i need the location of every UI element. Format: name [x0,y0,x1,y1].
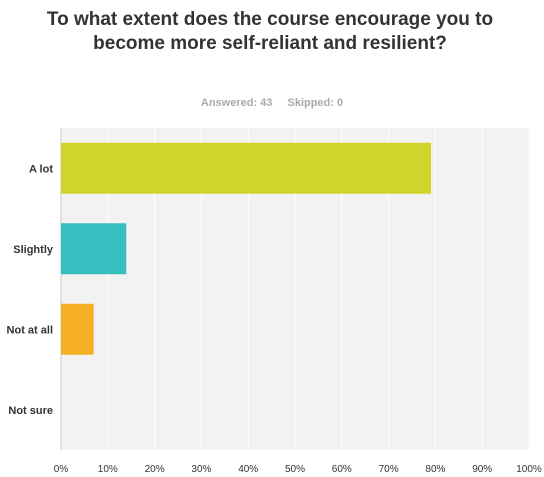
category-label: Slightly [13,244,54,256]
bar-a-lot[interactable] [61,142,432,194]
bar-slightly[interactable] [61,223,127,275]
x-tick-label: 30% [191,464,211,475]
x-tick-labels: 0% 10% 20% 30% 40% 50% 60% 70% 80% 90% 100% [54,464,542,475]
x-tick-label: 50% [285,464,305,475]
skipped-count: Skipped: 0 [287,97,344,109]
response-stats: Answered: 43 Skipped: 0 [0,97,544,109]
bar-not-at-all[interactable] [61,303,94,355]
x-tick-label: 0% [54,464,69,475]
x-tick-label: 70% [379,464,399,475]
x-tick-label: 40% [238,464,258,475]
category-label: Not at all [7,324,53,336]
bars [61,142,432,355]
chart-title: To what extent does the course encourage… [46,9,494,54]
x-tick-label: 10% [98,464,118,475]
x-tick-label: 20% [145,464,165,475]
category-labels: A lot Slightly Not at all Not sure [7,163,54,417]
x-tick-label: 100% [516,464,542,475]
x-tick-label: 60% [332,464,352,475]
category-label: Not sure [8,405,53,417]
answered-count: Answered: 43 [200,97,273,109]
x-tick-label: 90% [472,464,492,475]
category-label: A lot [29,163,53,175]
x-tick-label: 80% [425,464,445,475]
